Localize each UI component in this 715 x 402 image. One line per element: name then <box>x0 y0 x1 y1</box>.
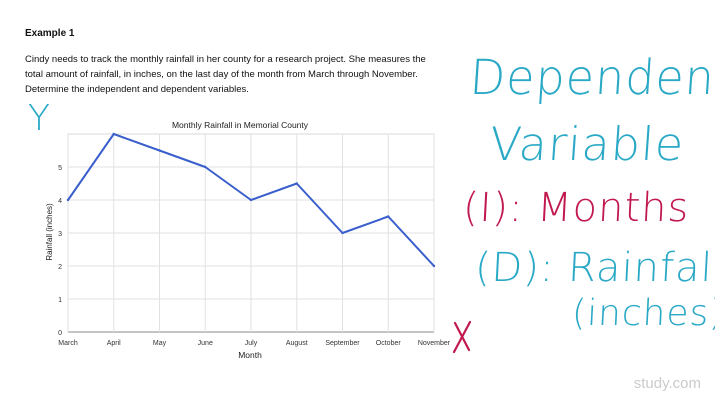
x-tick-label: August <box>286 340 308 347</box>
x-tick-label: April <box>107 340 121 347</box>
data-point <box>66 198 70 202</box>
hand-heading-line2: Variable <box>488 117 687 171</box>
y-axis-hand-mark: Y <box>28 98 51 139</box>
y-tick-label: 0 <box>58 330 62 337</box>
x-tick-label: March <box>58 340 78 347</box>
y-tick-label: 1 <box>58 297 62 304</box>
hand-heading-line1: Dependent <box>468 48 715 106</box>
x-tick-label: November <box>418 340 451 347</box>
data-point <box>295 182 298 185</box>
data-point <box>204 165 207 169</box>
data-point <box>158 149 161 152</box>
y-tick-label: 4 <box>58 198 62 205</box>
data-point <box>341 231 344 235</box>
y-axis-label: Rainfall (inches) <box>45 203 54 261</box>
data-point <box>249 198 253 202</box>
x-tick-label: May <box>153 340 167 347</box>
x-tick-label: October <box>376 340 402 347</box>
study-watermark: study.com <box>633 375 701 392</box>
x-axis-label: Month <box>238 350 262 360</box>
hand-dependent-unit: (inches) <box>570 293 715 334</box>
data-point <box>432 264 436 268</box>
chart-title: Monthly Rainfall in Memorial County <box>172 120 309 130</box>
data-point <box>112 132 115 136</box>
example-title: Example 1 <box>25 28 75 39</box>
x-axis-hand-mark-icon <box>452 320 472 354</box>
y-tick-label: 3 <box>58 231 62 238</box>
x-tick-label: July <box>245 340 258 347</box>
y-tick-label: 5 <box>58 165 62 172</box>
problem-text: Cindy needs to track the monthly rainfal… <box>25 54 426 95</box>
hand-independent-note: (I): Months <box>461 185 691 231</box>
data-point <box>387 215 390 218</box>
y-tick-label: 2 <box>58 264 62 271</box>
x-tick-label: June <box>198 340 213 347</box>
x-tick-label: September <box>325 340 360 347</box>
hand-dependent-note: (D): Rainfall <box>473 245 715 291</box>
